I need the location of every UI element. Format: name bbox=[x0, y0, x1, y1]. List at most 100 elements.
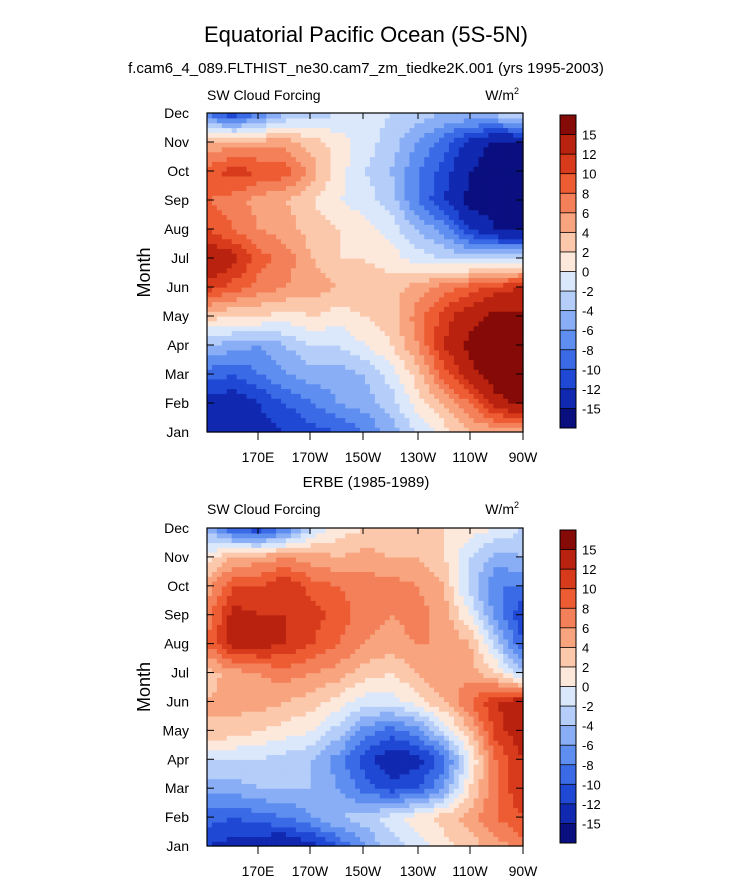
heatmap-cell bbox=[414, 151, 420, 158]
heatmap-cell bbox=[256, 393, 262, 399]
heatmap-cell bbox=[226, 369, 233, 375]
heatmap-cell bbox=[453, 330, 460, 336]
heatmap-cell bbox=[256, 142, 262, 148]
heatmap-cell bbox=[453, 267, 460, 274]
heatmap-cell bbox=[488, 388, 494, 394]
heatmap-cell bbox=[384, 214, 391, 220]
heatmap-cell bbox=[404, 345, 411, 351]
heatmap-cell bbox=[365, 388, 371, 394]
heatmap-cell bbox=[216, 171, 223, 177]
heatmap-cell bbox=[429, 243, 435, 249]
heatmap-cell bbox=[355, 812, 361, 818]
heatmap-cell bbox=[389, 836, 396, 842]
heatmap-cell bbox=[399, 325, 406, 332]
heatmap-cell bbox=[281, 349, 287, 356]
heatmap-cell bbox=[384, 233, 391, 240]
heatmap-cell bbox=[231, 403, 238, 409]
heatmap-cell bbox=[271, 836, 277, 842]
heatmap-cell bbox=[271, 185, 277, 191]
heatmap-cell bbox=[503, 258, 509, 264]
heatmap-cell bbox=[315, 306, 322, 312]
heatmap-cell bbox=[389, 272, 396, 278]
heatmap-cell bbox=[503, 354, 509, 361]
heatmap-cell bbox=[241, 224, 248, 230]
heatmap-cell bbox=[453, 821, 460, 828]
heatmap-cell bbox=[468, 185, 475, 191]
heatmap-cell bbox=[281, 156, 287, 162]
heatmap-cell bbox=[429, 214, 435, 220]
heatmap-cell bbox=[335, 359, 341, 365]
heatmap-cell bbox=[483, 248, 490, 254]
heatmap-cell bbox=[434, 349, 440, 356]
heatmap-cell bbox=[384, 166, 391, 172]
heatmap-cell bbox=[453, 354, 460, 361]
heatmap-cell bbox=[444, 180, 450, 187]
heatmap-cell bbox=[483, 287, 490, 293]
heatmap-cell bbox=[498, 359, 504, 365]
heatmap-cell bbox=[384, 831, 391, 837]
heatmap-cell bbox=[389, 171, 396, 177]
heatmap-cell bbox=[241, 354, 248, 361]
heatmap-cell bbox=[434, 383, 440, 390]
heatmap-cell bbox=[419, 340, 425, 346]
heatmap-cell bbox=[276, 282, 282, 288]
heatmap-cell bbox=[261, 238, 267, 245]
heatmap-cell bbox=[226, 383, 233, 390]
heatmap-cell bbox=[439, 383, 445, 390]
heatmap-cell bbox=[518, 388, 524, 394]
heatmap-cell bbox=[236, 291, 243, 298]
heatmap-cell bbox=[320, 204, 327, 211]
heatmap-cell bbox=[518, 364, 524, 370]
heatmap-cell bbox=[419, 185, 425, 191]
heatmap-cell bbox=[315, 378, 322, 385]
heatmap-cell bbox=[246, 821, 253, 828]
heatmap-cell bbox=[429, 301, 435, 307]
heatmap-cell bbox=[508, 374, 514, 380]
heatmap-cell bbox=[226, 349, 233, 356]
heatmap-cell bbox=[419, 248, 425, 254]
heatmap-cell bbox=[399, 180, 406, 187]
heatmap-cell bbox=[271, 826, 277, 833]
heatmap-cell bbox=[295, 836, 302, 842]
heatmap-cell bbox=[374, 403, 381, 409]
heatmap-cell bbox=[211, 821, 218, 828]
heatmap-cell bbox=[374, 190, 381, 196]
y-tick-label: Jun bbox=[166, 279, 189, 295]
heatmap-cell bbox=[315, 175, 322, 182]
heatmap-cell bbox=[414, 306, 420, 312]
heatmap-cell bbox=[444, 422, 450, 428]
heatmap-cell bbox=[414, 335, 420, 341]
heatmap-cell bbox=[211, 316, 218, 322]
heatmap-cell bbox=[221, 802, 228, 809]
heatmap-cell bbox=[458, 117, 465, 124]
heatmap-cell bbox=[478, 175, 485, 182]
heatmap-cell bbox=[498, 243, 504, 249]
heatmap-cell bbox=[458, 277, 465, 283]
heatmap-cell bbox=[355, 132, 361, 138]
heatmap-cell bbox=[251, 277, 257, 283]
heatmap-cell bbox=[468, 320, 475, 327]
heatmap-cell bbox=[473, 330, 480, 336]
heatmap-cell bbox=[513, 156, 519, 162]
heatmap-cell bbox=[365, 422, 371, 428]
heatmap-cell bbox=[221, 354, 228, 361]
heatmap-cell bbox=[429, 224, 435, 230]
heatmap-cell bbox=[281, 258, 287, 264]
heatmap-cell bbox=[389, 407, 396, 414]
heatmap-cell bbox=[231, 422, 238, 428]
heatmap-cell bbox=[389, 383, 396, 390]
heatmap-cell bbox=[310, 127, 317, 133]
heatmap-cell bbox=[231, 398, 238, 404]
heatmap-cell bbox=[315, 190, 322, 196]
heatmap-cell bbox=[226, 316, 233, 322]
heatmap-cell bbox=[207, 378, 213, 385]
heatmap-cell bbox=[335, 229, 341, 235]
heatmap-cell bbox=[419, 407, 425, 414]
heatmap-cell bbox=[290, 802, 297, 809]
heatmap-cell bbox=[493, 229, 499, 235]
heatmap-cell bbox=[261, 262, 267, 269]
heatmap-cell bbox=[315, 277, 322, 283]
heatmap-cell bbox=[478, 374, 485, 380]
heatmap-cell bbox=[355, 253, 361, 259]
heatmap-cell bbox=[404, 209, 411, 216]
